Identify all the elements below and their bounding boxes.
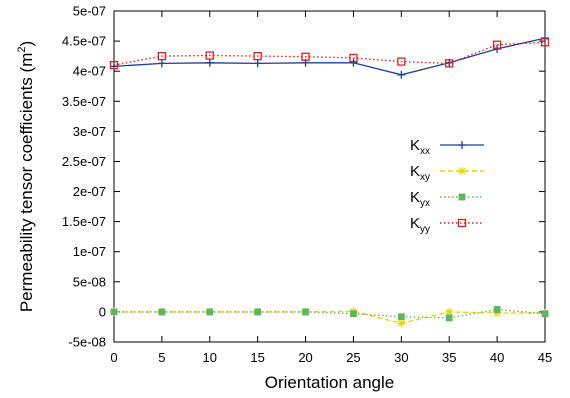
y-tick-label: -5e-08 xyxy=(68,335,106,350)
legend-label: Kyy xyxy=(410,215,430,235)
y-axis-title: Permeability tensor coefficients (m2) xyxy=(16,41,36,312)
legend-swatch-marker xyxy=(458,193,466,201)
data-point-kxx xyxy=(157,59,166,68)
legend: Kxx Kxy Kyx Kyy xyxy=(410,137,484,235)
y-tick-label: 2.5e-07 xyxy=(62,154,106,169)
series-layer xyxy=(109,34,550,328)
data-point-kyx xyxy=(350,310,357,318)
y-tick-label: 3e-07 xyxy=(73,124,106,139)
legend-label: Kxx xyxy=(410,137,430,157)
plot-frame xyxy=(113,10,546,343)
data-point-kyx xyxy=(110,308,118,316)
y-tick-label: 4.5e-07 xyxy=(62,34,106,49)
data-point-kyy xyxy=(445,59,454,68)
data-point-kyy xyxy=(397,57,406,66)
y-tick-label: 4e-07 xyxy=(73,64,106,79)
x-tick-label: 10 xyxy=(203,350,217,365)
x-tick-label: 30 xyxy=(394,350,408,365)
x-tick-label: 45 xyxy=(538,350,552,365)
data-point-kyx xyxy=(254,308,262,316)
x-axis: 0 5 10 15 20 25 30 35 40 45 xyxy=(110,11,552,365)
data-point-kxx xyxy=(397,70,406,79)
data-point-kyx xyxy=(541,310,549,318)
series-kyy xyxy=(109,38,550,70)
data-point-kxy xyxy=(445,307,454,316)
legend-entry-kyx: Kyx xyxy=(410,189,484,209)
data-point-kyy xyxy=(540,38,550,47)
data-point-kyy xyxy=(253,51,262,61)
x-axis-title: Orientation angle xyxy=(265,373,394,392)
legend-entry-kxx: Kxx xyxy=(410,137,484,157)
legend-swatch-marker xyxy=(458,167,466,175)
x-tick-label: 5 xyxy=(158,350,165,365)
y-tick-label: 5e-07 xyxy=(73,4,106,19)
data-point-kyx xyxy=(397,313,405,321)
data-point-kyx xyxy=(445,314,453,322)
legend-entry-kxy: Kxy xyxy=(410,163,484,183)
series-line-kxx xyxy=(113,37,546,76)
x-tick-label: 15 xyxy=(250,350,264,365)
data-point-kxx xyxy=(349,58,358,67)
data-point-kxx xyxy=(493,44,502,53)
series-kxy xyxy=(110,307,549,328)
series-line-kxy xyxy=(114,310,545,325)
y-tick-label: 0 xyxy=(99,304,106,319)
data-point-kyx xyxy=(493,306,501,313)
y-tick-label: 2e-07 xyxy=(73,184,106,199)
x-tick-label: 40 xyxy=(490,350,504,365)
series-kyx xyxy=(110,306,549,322)
data-point-kyy xyxy=(301,52,310,61)
data-point-kyy xyxy=(349,53,358,63)
legend-swatch-marker xyxy=(458,141,466,149)
data-point-kxy xyxy=(397,319,406,328)
data-point-kxx xyxy=(253,59,262,68)
series-line-kyy xyxy=(113,41,546,66)
data-point-kyy xyxy=(109,61,119,70)
data-point-kyy xyxy=(205,51,214,60)
y-tick-label: 3.5e-07 xyxy=(62,94,106,109)
y-tick-label: 5e-08 xyxy=(73,274,106,289)
x-tick-label: 35 xyxy=(442,350,456,365)
data-point-kyx xyxy=(206,308,214,316)
data-point-kxx xyxy=(205,58,214,67)
legend-label: Kxy xyxy=(410,163,430,183)
x-tick-label: 0 xyxy=(110,350,117,365)
data-point-kyx xyxy=(302,308,309,316)
series-line-kyx xyxy=(114,308,546,319)
data-point-kxx xyxy=(541,34,549,43)
series-kxx xyxy=(110,34,549,79)
legend-entry-kyy: Kyy xyxy=(410,215,484,235)
x-tick-label: 25 xyxy=(346,350,360,365)
y-axis: -5e-08 0 5e-08 1e-07 1.5e-07 2e-07 2.5e-07 3e-0… xyxy=(62,4,545,350)
data-point-kxy xyxy=(493,309,502,318)
legend-label: Kyx xyxy=(410,189,430,209)
data-point-kyx xyxy=(158,308,166,316)
y-tick-label: 1.5e-07 xyxy=(62,214,106,229)
data-point-kyy xyxy=(492,40,502,49)
x-tick-label: 20 xyxy=(298,350,312,365)
y-tick-label: 1e-07 xyxy=(73,244,106,259)
data-point-kyy xyxy=(157,51,167,61)
legend-swatch-marker xyxy=(457,218,467,228)
